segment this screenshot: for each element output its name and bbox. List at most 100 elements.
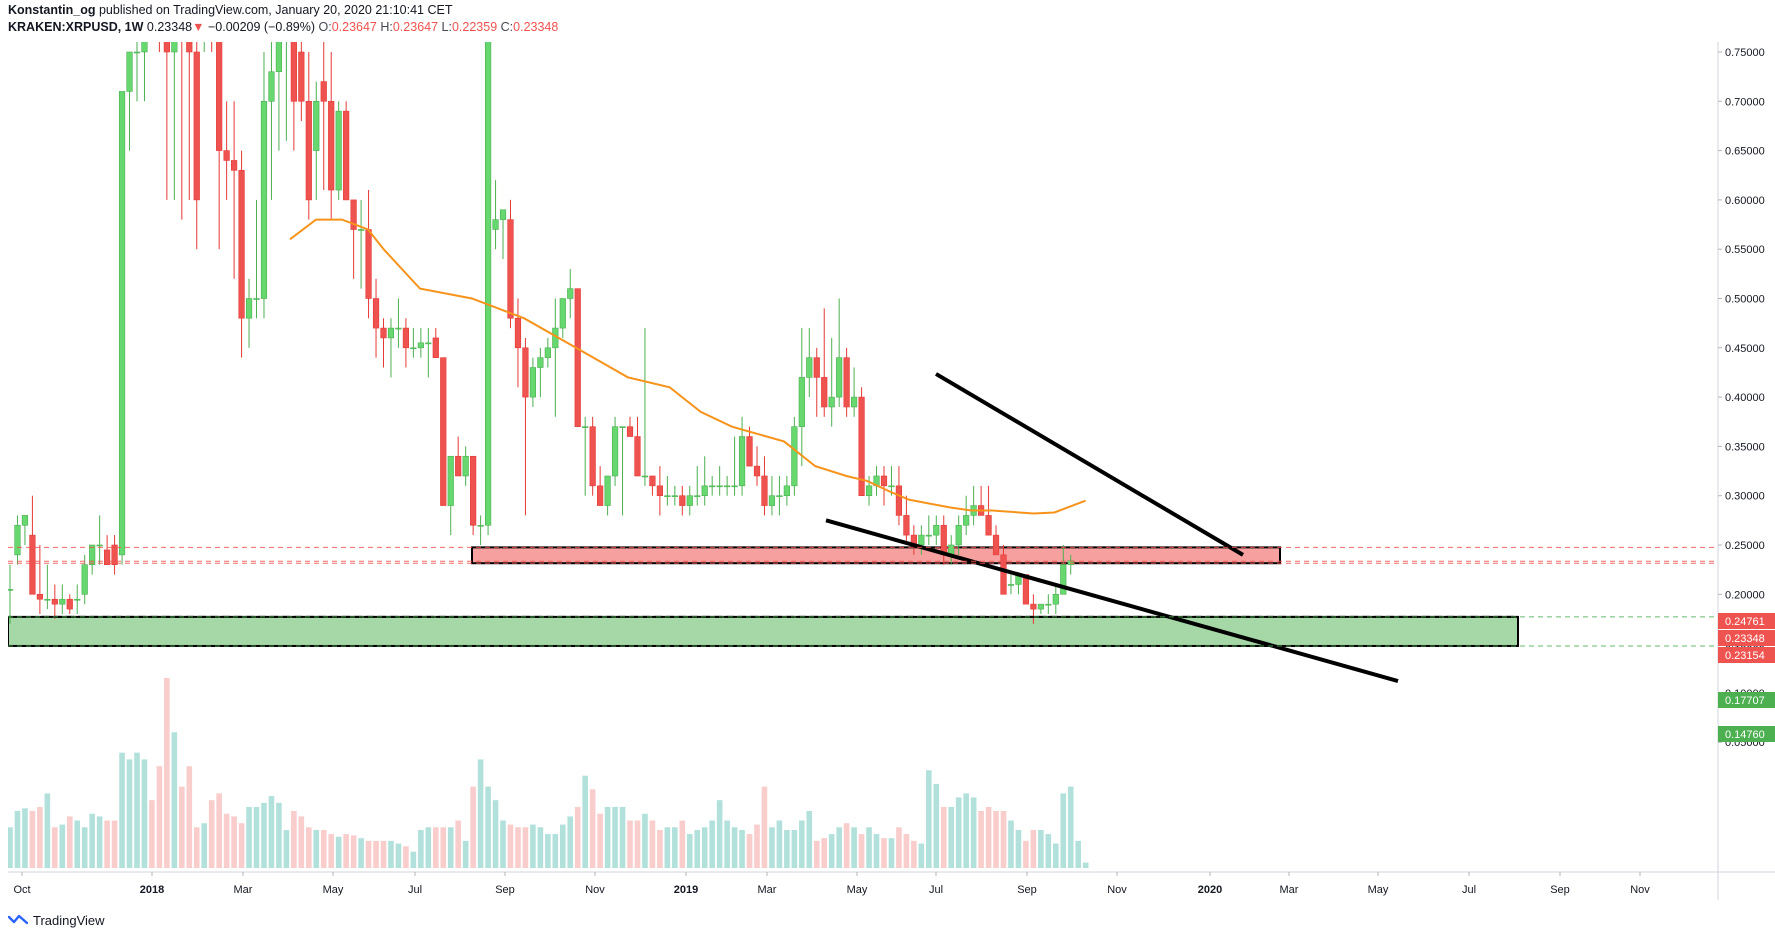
- candle-body: [372, 298, 380, 329]
- volume-bar: [918, 843, 925, 868]
- volume-bar: [74, 820, 81, 868]
- volume-bar: [388, 840, 394, 868]
- candle-body: [619, 426, 626, 428]
- time-tick-label: Sep: [1550, 884, 1570, 896]
- volume-bar: [432, 827, 439, 868]
- volume-bar: [186, 766, 193, 868]
- symbol-label: KRAKEN:XRPUSD, 1W: [8, 20, 144, 34]
- volume-bar: [171, 732, 178, 868]
- volume-bars: [8, 678, 1089, 868]
- candle-body: [193, 51, 200, 201]
- candle-body: [290, 42, 297, 102]
- candle-body: [522, 347, 529, 398]
- ma-line: [289, 218, 1086, 515]
- candle-body: [514, 317, 522, 349]
- volume-bar: [8, 827, 13, 868]
- candle-body: [492, 219, 499, 230]
- candle-body: [179, 3, 185, 23]
- candle-body: [1007, 584, 1015, 586]
- time-tick-label: 2018: [140, 884, 164, 896]
- candle-body: [305, 101, 312, 201]
- candle-body: [903, 515, 910, 536]
- volume-bar: [664, 827, 671, 868]
- candle-body: [865, 485, 873, 496]
- candle-body: [133, 51, 141, 54]
- volume-bar: [619, 806, 626, 868]
- volume-bar: [955, 797, 962, 868]
- candle-body: [111, 544, 118, 566]
- candle-body: [1030, 603, 1037, 610]
- candle-body: [253, 298, 260, 300]
- time-axis[interactable]: Oct 2018 Mar May Jul Sep Nov 2019 Mar May Jul Sep No…: [13, 872, 1650, 896]
- candle-body: [955, 524, 962, 546]
- candle-body: [74, 598, 81, 601]
- volume-bar: [246, 806, 252, 868]
- volume-bar: [104, 820, 110, 868]
- price-level-lines: [8, 546, 1718, 647]
- candle-body: [8, 589, 14, 591]
- candle-body: [335, 110, 342, 191]
- volume-bar: [395, 843, 402, 868]
- volume-bar: [291, 811, 297, 868]
- time-tick-label: Nov: [1107, 884, 1127, 896]
- time-tick-label: Mar: [234, 884, 253, 896]
- volume-bar: [380, 840, 387, 868]
- volume-bar: [1008, 820, 1014, 868]
- volume-bar: [545, 834, 551, 868]
- time-tick-label: 2020: [1198, 884, 1222, 896]
- publish-line: Konstantin_og published on TradingView.c…: [8, 2, 1768, 19]
- volume-bar: [320, 830, 327, 868]
- volume-bar: [896, 827, 902, 868]
- candle-body: [298, 51, 305, 102]
- candle-body: [679, 495, 686, 506]
- open-label: O:: [318, 20, 332, 34]
- volume-bar: [530, 824, 536, 868]
- volume-bar: [985, 806, 992, 868]
- volume-bar: [567, 816, 574, 868]
- time-tick-label: Nov: [585, 884, 605, 896]
- volume-bar: [522, 827, 529, 868]
- volume-bar: [283, 830, 290, 868]
- price-tick-label: 0.60000: [1725, 195, 1765, 207]
- volume-bar: [836, 827, 842, 868]
- volume-bar: [1045, 834, 1052, 868]
- volume-bar: [276, 802, 282, 868]
- volume-bar: [731, 827, 738, 868]
- volume-bar: [933, 783, 940, 868]
- volume-bar: [582, 775, 588, 868]
- volume-bar: [231, 816, 237, 868]
- volume-bar: [1053, 843, 1059, 868]
- volume-bar: [126, 759, 133, 868]
- tradingview-logo-icon[interactable]: [8, 913, 28, 927]
- candle-body: [425, 342, 432, 345]
- author-name[interactable]: Konstantin_og: [8, 3, 96, 17]
- candle-body: [985, 515, 992, 536]
- candle-body: [686, 495, 693, 506]
- price-tick-label: 0.20000: [1725, 589, 1765, 601]
- price-tag-label: 0.24761: [1725, 616, 1765, 628]
- volume-bar: [208, 800, 215, 868]
- candle-body: [171, 42, 178, 53]
- volume-bar: [298, 816, 305, 868]
- volume-bar: [642, 813, 648, 868]
- candle-body: [14, 524, 21, 556]
- candle-body: [462, 455, 469, 477]
- price-tick-label: 0.65000: [1725, 146, 1765, 158]
- candle-body: [126, 51, 133, 92]
- brand-name[interactable]: TradingView: [33, 912, 105, 928]
- volume-bar: [821, 838, 828, 868]
- volume-bar: [828, 834, 835, 868]
- volume-bar: [253, 806, 260, 868]
- candle-body: [387, 327, 395, 339]
- high-value: 0.23647: [392, 20, 439, 34]
- candle-body: [96, 544, 103, 547]
- candle-body: [836, 357, 843, 398]
- candle-body: [709, 485, 716, 488]
- volume-bar: [858, 834, 865, 868]
- candle-body: [44, 598, 51, 601]
- candle-body: [186, 42, 193, 53]
- price-tick-label: 0.35000: [1725, 441, 1765, 453]
- price-tick-label: 0.50000: [1725, 294, 1765, 306]
- candle-body: [992, 534, 1000, 556]
